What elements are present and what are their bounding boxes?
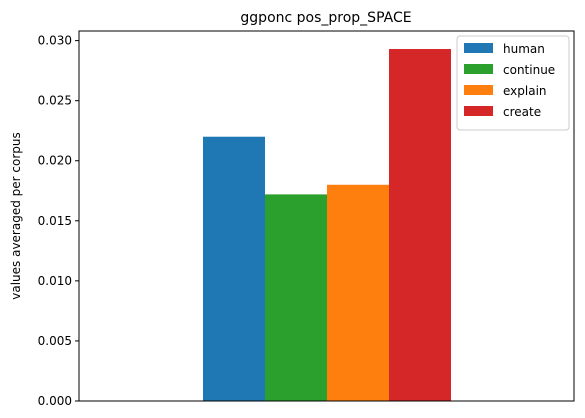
y-tick-label: 0.010 xyxy=(38,274,72,288)
bar-create xyxy=(389,49,451,402)
y-tick-label: 0.005 xyxy=(38,334,72,348)
y-tick-label: 0.020 xyxy=(38,154,72,168)
legend-swatch-continue xyxy=(464,64,493,74)
legend-label-explain: explain xyxy=(503,84,547,98)
bar-human xyxy=(203,136,265,401)
legend-label-human: human xyxy=(503,42,545,56)
y-tick-label: 0.025 xyxy=(38,94,72,108)
legend-swatch-create xyxy=(464,106,493,116)
legend-label-create: create xyxy=(503,105,541,119)
y-tick-label: 0.030 xyxy=(38,34,72,48)
y-tick-label: 0.000 xyxy=(38,394,72,408)
bars xyxy=(203,49,451,402)
legend-swatch-explain xyxy=(464,85,493,95)
legend-label-continue: continue xyxy=(503,63,555,77)
y-axis-label: values averaged per corpus xyxy=(9,132,23,300)
legend-swatch-human xyxy=(464,43,493,53)
y-tick-label: 0.015 xyxy=(38,214,72,228)
chart-title: ggponc pos_prop_SPACE xyxy=(240,10,411,26)
plot-frame xyxy=(78,30,575,402)
bar-explain xyxy=(327,184,389,401)
legend: human continue explain create xyxy=(456,35,570,131)
bar-continue xyxy=(265,194,327,401)
y-axis: 0.000 0.005 0.010 0.015 0.020 0.025 0.030 xyxy=(38,34,79,408)
